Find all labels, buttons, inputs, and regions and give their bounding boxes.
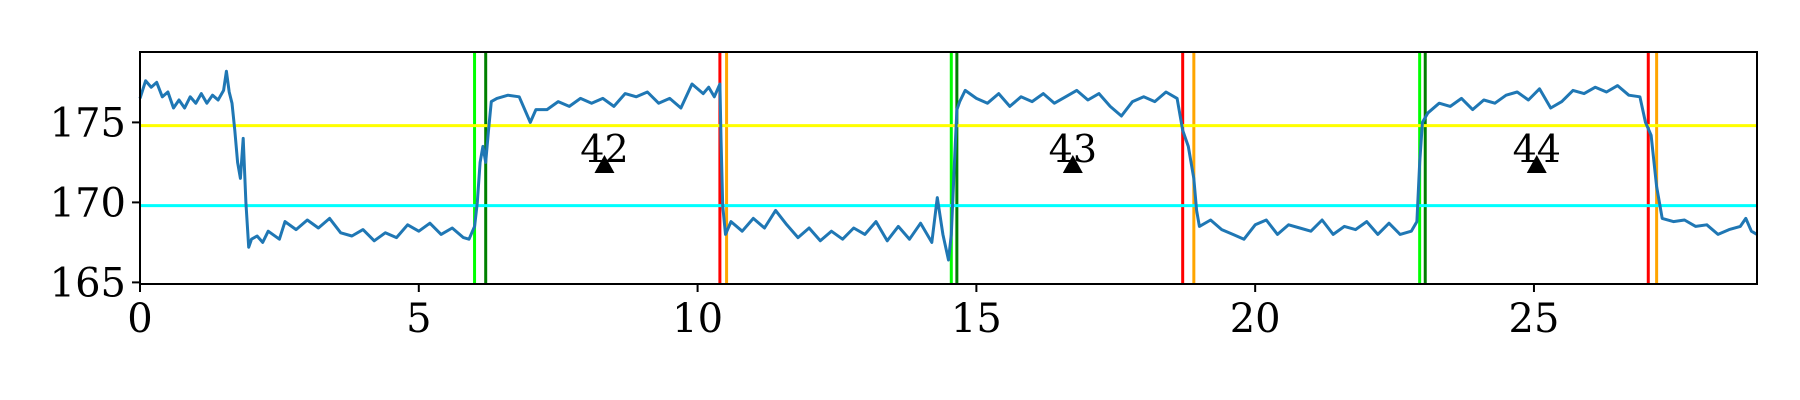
y-tick-label-1: 170 [50,180,126,226]
x-tick-label-2: 10 [672,296,723,342]
x-tick-label-1: 5 [406,296,431,342]
plot-background [140,52,1757,284]
x-tick-label-3: 15 [951,296,1002,342]
y-axis: 165 170 175 [50,100,140,306]
horizontal-threshold-lines [140,124,1757,208]
plot-frame [139,51,1758,285]
x-tick-label-5: 25 [1509,296,1560,342]
annotation-label-0: 42 [580,127,628,171]
triangle-marker-1 [1062,155,1083,173]
x-tick-label-4: 20 [1230,296,1281,342]
annotation-label-2: 44 [1513,127,1561,171]
x-tick-label-0: 0 [127,296,152,342]
y-tick-label-2: 175 [50,100,126,146]
y-tick-label-0: 165 [50,260,126,306]
annotation-label-1: 43 [1049,127,1097,171]
annotations-group: 42 43 44 [580,127,1561,173]
triangle-marker-0 [594,155,615,173]
x-axis: 0 5 10 15 20 25 [127,284,1559,342]
series-group [138,69,1758,262]
triangle-marker-2 [1526,155,1547,173]
series-line-0 [138,69,1758,262]
